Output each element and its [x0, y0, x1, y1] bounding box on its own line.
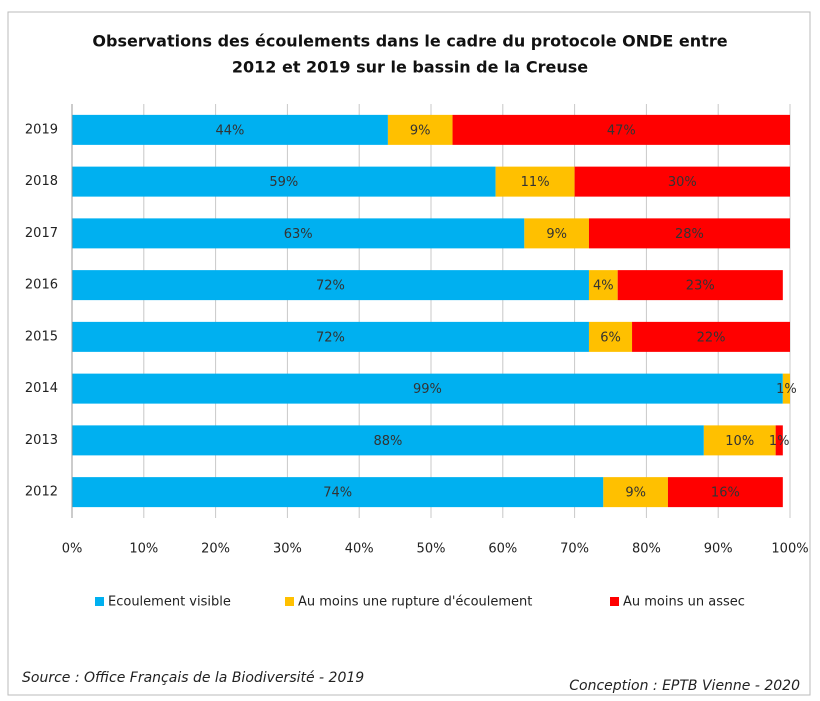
data-label: 74%	[323, 486, 352, 501]
data-label: 47%	[607, 123, 636, 138]
chart-title: Observations des écoulements dans le cad…	[92, 32, 727, 51]
bar-segment	[387, 114, 453, 145]
data-label: 1%	[769, 434, 790, 449]
x-tick-label: 70%	[560, 542, 589, 557]
y-tick-label: 2017	[25, 226, 58, 241]
data-label: 63%	[284, 227, 313, 242]
data-label: 44%	[216, 123, 245, 138]
legend-swatch	[285, 597, 294, 606]
data-label: 72%	[316, 330, 345, 345]
bar-segment	[72, 425, 704, 456]
bar-segment	[72, 477, 604, 508]
bar-segment	[588, 321, 633, 352]
legend-label: Au moins un assec	[623, 595, 745, 610]
x-tick-label: 90%	[704, 542, 733, 557]
bar-segment	[603, 477, 668, 508]
data-label: 9%	[546, 227, 567, 242]
y-tick-label: 2014	[25, 381, 58, 396]
data-label: 59%	[269, 175, 298, 190]
data-label: 99%	[413, 382, 442, 397]
data-label: 16%	[711, 486, 740, 501]
bar-segment	[588, 270, 618, 301]
x-tick-label: 60%	[488, 542, 517, 557]
bar-segment	[667, 477, 783, 508]
bar-segment	[574, 166, 790, 197]
bar-segment	[524, 218, 589, 249]
data-label: 30%	[668, 175, 697, 190]
y-tick-label: 2013	[25, 433, 58, 448]
y-tick-label: 2018	[25, 174, 58, 189]
bar-segment	[72, 321, 589, 352]
bar-segment	[588, 218, 790, 249]
legend-swatch	[610, 597, 619, 606]
credit: Conception : EPTB Vienne - 2020	[569, 678, 800, 694]
data-label: 6%	[600, 330, 621, 345]
y-tick-label: 2016	[25, 278, 58, 293]
x-tick-label: 10%	[129, 542, 158, 557]
x-tick-label: 40%	[345, 542, 374, 557]
data-label: 10%	[725, 434, 754, 449]
legend-label: Au moins une rupture d'écoulement	[298, 595, 532, 610]
bar-segment	[782, 373, 790, 404]
bar-segment	[452, 114, 790, 145]
y-tick-label: 2012	[25, 485, 58, 500]
x-tick-label: 50%	[417, 542, 446, 557]
x-tick-label: 30%	[273, 542, 302, 557]
data-label: 72%	[316, 279, 345, 294]
legend-label: Ecoulement visible	[108, 595, 231, 610]
x-tick-label: 100%	[771, 542, 808, 557]
bar-segment	[72, 114, 388, 145]
chart-frame	[7, 11, 811, 696]
bar-segment	[617, 270, 783, 301]
bar-segment	[775, 425, 783, 456]
data-label: 1%	[776, 382, 797, 397]
x-tick-label: 0%	[62, 542, 83, 557]
data-label: 9%	[410, 123, 431, 138]
bar-segment	[703, 425, 776, 456]
bar-segment	[72, 373, 783, 404]
bar-segment	[72, 270, 589, 301]
chart-title: 2012 et 2019 sur le bassin de la Creuse	[232, 58, 588, 77]
data-label: 9%	[625, 486, 646, 501]
data-label: 11%	[521, 175, 550, 190]
x-tick-label: 20%	[201, 542, 230, 557]
x-tick-label: 80%	[632, 542, 661, 557]
legend-swatch	[95, 597, 104, 606]
bar-segment	[495, 166, 575, 197]
data-label: 23%	[686, 279, 715, 294]
data-label: 28%	[675, 227, 704, 242]
data-label: 4%	[593, 279, 614, 294]
data-label: 22%	[697, 330, 726, 345]
bar-segment	[632, 321, 790, 352]
y-tick-label: 2019	[25, 122, 58, 137]
y-tick-label: 2015	[25, 329, 58, 344]
bar-segment	[72, 166, 496, 197]
source: Source : Office Français de la Biodivers…	[22, 670, 364, 686]
data-label: 88%	[373, 434, 402, 449]
bar-segment	[72, 218, 525, 249]
